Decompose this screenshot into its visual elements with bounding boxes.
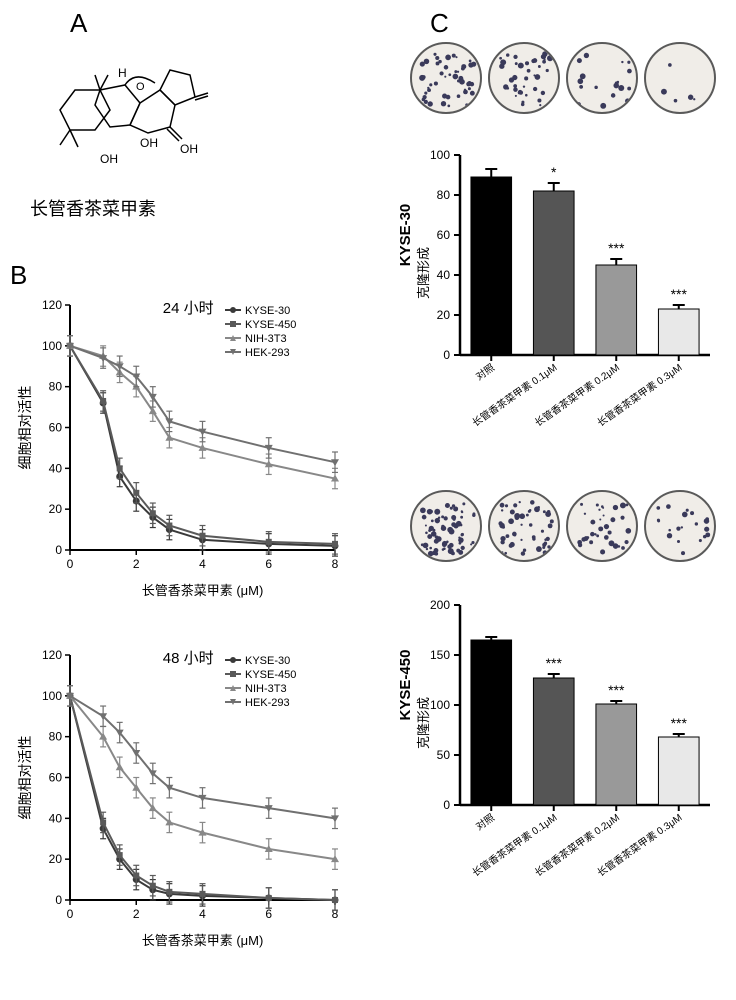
culture-dish [644, 42, 716, 114]
svg-text:100: 100 [42, 689, 62, 703]
svg-text:HEK-293: HEK-293 [245, 347, 290, 359]
svg-text:6: 6 [265, 557, 272, 571]
svg-text:0: 0 [443, 798, 450, 812]
svg-text:120: 120 [42, 648, 62, 662]
svg-text:0: 0 [443, 348, 450, 362]
svg-text:100: 100 [430, 698, 450, 712]
svg-text:KYSE-450: KYSE-450 [245, 319, 296, 331]
svg-text:80: 80 [437, 188, 451, 202]
svg-text:对照: 对照 [473, 361, 497, 383]
svg-text:2: 2 [133, 907, 140, 921]
culture-dish [410, 42, 482, 114]
svg-text:KYSE-450: KYSE-450 [245, 669, 296, 681]
svg-text:OH: OH [100, 152, 118, 166]
svg-text:0: 0 [55, 543, 62, 557]
dish-row-kyse450 [410, 490, 716, 562]
svg-text:8: 8 [332, 557, 339, 571]
culture-dish [566, 490, 638, 562]
svg-text:40: 40 [49, 811, 63, 825]
svg-text:20: 20 [49, 502, 63, 516]
svg-text:60: 60 [437, 228, 451, 242]
svg-text:0: 0 [67, 557, 74, 571]
svg-text:48 小时: 48 小时 [163, 650, 214, 667]
svg-text:150: 150 [430, 648, 450, 662]
culture-dish [488, 42, 560, 114]
svg-text:NIH-3T3: NIH-3T3 [245, 333, 287, 345]
chemical-structure: H O OH OH OH [40, 35, 210, 190]
svg-text:克隆形成: 克隆形成 [416, 247, 431, 299]
line-chart-48h: 0204060801001200246848 小时细胞相对活性长管香茶菜甲素 (… [15, 635, 345, 955]
svg-text:80: 80 [49, 380, 63, 394]
svg-text:***: *** [546, 655, 563, 671]
svg-text:长管香茶菜甲素 (μM): 长管香茶菜甲素 (μM) [142, 583, 264, 598]
svg-text:H: H [118, 66, 127, 80]
svg-text:60: 60 [49, 771, 63, 785]
svg-text:4: 4 [199, 557, 206, 571]
culture-dish [488, 490, 560, 562]
panel-c-label: C [430, 8, 449, 39]
svg-text:200: 200 [430, 598, 450, 612]
svg-text:HEK-293: HEK-293 [245, 697, 290, 709]
svg-text:120: 120 [42, 298, 62, 312]
svg-text:细胞相对活性: 细胞相对活性 [17, 386, 33, 470]
svg-text:50: 50 [437, 748, 451, 762]
culture-dish [644, 490, 716, 562]
svg-text:2: 2 [133, 557, 140, 571]
svg-text:***: *** [608, 240, 625, 256]
svg-text:40: 40 [49, 461, 63, 475]
svg-text:细胞相对活性: 细胞相对活性 [17, 736, 33, 820]
svg-text:100: 100 [42, 339, 62, 353]
bar-chart-kyse30: 020406080100KYSE-30克隆形成对照*长管香茶菜甲素 0.1μM*… [390, 135, 720, 465]
svg-text:0: 0 [55, 893, 62, 907]
svg-text:4: 4 [199, 907, 206, 921]
svg-text:20: 20 [49, 852, 63, 866]
bar-chart-kyse450: 050100150200KYSE-450克隆形成对照***长管香茶菜甲素 0.1… [390, 585, 720, 915]
svg-text:20: 20 [437, 308, 451, 322]
svg-text:0: 0 [67, 907, 74, 921]
svg-text:24 小时: 24 小时 [163, 300, 214, 317]
culture-dish [566, 42, 638, 114]
svg-text:40: 40 [437, 268, 451, 282]
svg-text:100: 100 [430, 148, 450, 162]
svg-text:克隆形成: 克隆形成 [416, 697, 431, 749]
svg-text:长管香茶菜甲素 (μM): 长管香茶菜甲素 (μM) [142, 933, 264, 948]
svg-text:OH: OH [180, 142, 198, 156]
svg-text:80: 80 [49, 730, 63, 744]
svg-text:对照: 对照 [473, 811, 497, 833]
svg-text:KYSE-450: KYSE-450 [397, 650, 414, 721]
svg-text:OH: OH [140, 136, 158, 150]
culture-dish [410, 490, 482, 562]
svg-text:NIH-3T3: NIH-3T3 [245, 683, 287, 695]
svg-text:*: * [551, 164, 557, 180]
svg-text:O: O [136, 81, 145, 93]
svg-text:KYSE-30: KYSE-30 [245, 655, 290, 667]
line-chart-24h: 0 20 40 60 80 100 120 0 2 4 6 8 24 小时细胞相对活性长管香茶菜甲素 (… [15, 285, 345, 605]
svg-text:KYSE-30: KYSE-30 [245, 305, 290, 317]
svg-text:60: 60 [49, 421, 63, 435]
svg-text:***: *** [608, 682, 625, 698]
svg-text:***: *** [671, 715, 688, 731]
compound-name: 长管香茶菜甲素 [30, 195, 156, 221]
dish-row-kyse30 [410, 42, 716, 114]
svg-text:***: *** [671, 286, 688, 302]
svg-text:6: 6 [265, 907, 272, 921]
svg-text:KYSE-30: KYSE-30 [397, 204, 414, 267]
